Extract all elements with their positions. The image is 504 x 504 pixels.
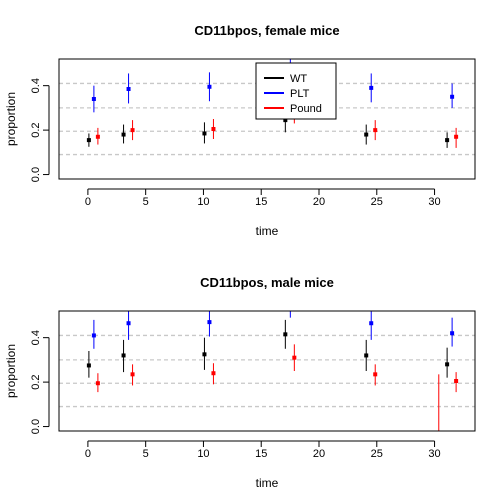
y-tick-label: 0.0 [30, 419, 42, 434]
data-point-pound [292, 356, 296, 360]
y-tick-label: 0.4 [30, 330, 42, 345]
y-tick-label: 0.2 [30, 122, 42, 137]
data-point-pound [96, 135, 100, 139]
data-point-wt [364, 133, 368, 137]
data-point-pound [131, 372, 135, 376]
data-point-plt [92, 97, 96, 101]
data-point-pound [96, 381, 100, 385]
chart-title: CD11bpos, male mice [200, 275, 334, 290]
data-point-wt [87, 138, 91, 142]
x-tick-label: 15 [255, 196, 267, 208]
data-point-wt [445, 138, 449, 142]
x-tick-label: 20 [313, 196, 325, 208]
data-point-plt [450, 95, 454, 99]
y-axis-label: proportion [4, 344, 18, 398]
data-point-wt [202, 131, 206, 135]
data-point-plt [369, 321, 373, 325]
data-point-pound [454, 135, 458, 139]
plot-frame [59, 311, 475, 431]
x-tick-label: 5 [143, 196, 149, 208]
data-point-pound [131, 128, 135, 132]
data-point-plt [207, 320, 211, 324]
data-point-plt [288, 302, 292, 306]
x-tick-label: 30 [428, 448, 440, 460]
chart-title: CD11bpos, female mice [194, 23, 339, 38]
data-point-plt [207, 85, 211, 89]
plot-area [59, 293, 475, 493]
y-tick-label: 0.0 [30, 167, 42, 182]
x-tick-label: 25 [371, 448, 383, 460]
data-point-plt [92, 333, 96, 337]
y-axis-label: proportion [4, 92, 18, 146]
data-point-pound [373, 128, 377, 132]
data-point-wt [122, 353, 126, 357]
x-tick-label: 5 [143, 448, 149, 460]
x-tick-label: 30 [428, 196, 440, 208]
x-tick-label: 10 [197, 448, 209, 460]
data-point-wt [445, 362, 449, 366]
x-tick-label: 0 [85, 196, 91, 208]
data-point-pound [211, 371, 215, 375]
x-axis-label: time [256, 476, 279, 490]
data-point-plt [450, 331, 454, 335]
data-point-wt [122, 133, 126, 137]
x-tick-label: 0 [85, 448, 91, 460]
data-point-pound [373, 372, 377, 376]
data-point-pound [437, 436, 441, 440]
data-point-plt [369, 86, 373, 90]
data-point-plt [127, 87, 131, 91]
x-tick-label: 20 [313, 448, 325, 460]
data-point-plt [127, 321, 131, 325]
y-tick-label: 0.4 [30, 78, 42, 93]
legend-label-pound: Pound [290, 103, 322, 115]
x-tick-label: 25 [371, 196, 383, 208]
data-point-wt [202, 352, 206, 356]
legend: WT PLT Pound [256, 63, 336, 119]
data-point-wt [283, 332, 287, 336]
legend-label-plt: PLT [290, 88, 310, 100]
data-point-pound [454, 379, 458, 383]
data-point-pound [211, 127, 215, 131]
data-point-wt [364, 353, 368, 357]
chart-panel-1: CD11bpos, female mice 0 5 10 15 20 25 30 time 0.0… [4, 23, 475, 238]
x-axis-label: time [256, 224, 279, 238]
legend-label-wt: WT [290, 73, 307, 85]
x-tick-label: 15 [255, 448, 267, 460]
x-tick-label: 10 [197, 196, 209, 208]
data-point-wt [87, 363, 91, 367]
chart-panel-2: CD11bpos, male mice 0 5 10 15 20 25 30 time 0.0 0.… [4, 275, 475, 493]
y-tick-label: 0.2 [30, 374, 42, 389]
